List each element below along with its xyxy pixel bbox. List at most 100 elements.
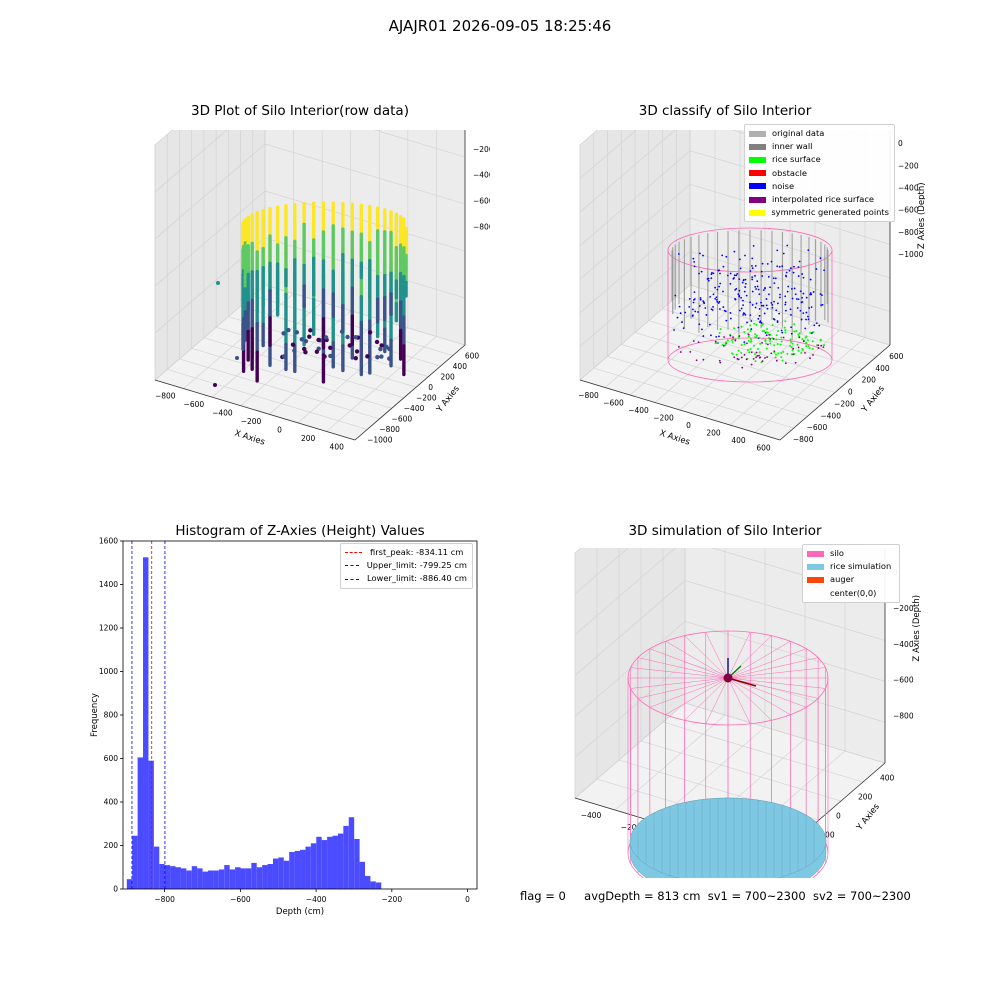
x-axis-label: X Axies bbox=[658, 428, 691, 447]
noise-point bbox=[698, 323, 701, 326]
noise-point bbox=[756, 280, 759, 283]
histogram-bar bbox=[245, 868, 252, 889]
grid-line-z bbox=[154, 284, 466, 381]
interpolated-point bbox=[755, 351, 758, 354]
rice-surface-point bbox=[747, 335, 750, 338]
status-avg-depth: avgDepth = 813 cm bbox=[584, 889, 701, 903]
outlier-point bbox=[216, 281, 220, 285]
silo-roof-wire bbox=[705, 677, 729, 724]
bottom-point bbox=[375, 355, 380, 360]
panel4-title: 3D simulation of Silo Interior bbox=[628, 523, 822, 539]
rice-surface-point bbox=[759, 342, 762, 345]
y-tick-label: −800 bbox=[379, 425, 400, 434]
rice-surface-point bbox=[725, 341, 728, 344]
rice-surface-point bbox=[746, 328, 749, 331]
rice-surface-point bbox=[763, 330, 766, 333]
rice-surface-point bbox=[746, 349, 749, 352]
noise-point bbox=[719, 272, 721, 275]
histogram-bar bbox=[332, 835, 338, 889]
noise-point bbox=[805, 318, 808, 321]
noise-point bbox=[755, 288, 758, 290]
rice-surface-point bbox=[809, 331, 812, 334]
histogram-bar bbox=[126, 879, 133, 889]
y-tick-label: −200 bbox=[834, 399, 855, 408]
rice-surface-point bbox=[804, 342, 807, 345]
noise-point bbox=[679, 312, 682, 315]
noise-point bbox=[706, 278, 709, 280]
silo-roof-wire bbox=[727, 677, 807, 708]
z-tick-label: −400 bbox=[473, 171, 490, 180]
rice-surface-point bbox=[764, 339, 767, 342]
noise-point bbox=[688, 297, 691, 300]
histogram-bar bbox=[164, 865, 171, 889]
noise-point bbox=[751, 265, 753, 267]
noise-point bbox=[722, 306, 725, 308]
noise-point bbox=[797, 266, 800, 269]
noise-point bbox=[741, 281, 744, 284]
x-tick-label: −800 bbox=[578, 391, 599, 400]
x-tick-label: 200 bbox=[706, 428, 721, 437]
noise-point bbox=[775, 309, 778, 312]
histogram-bar bbox=[278, 857, 284, 889]
grid-line-z bbox=[154, 143, 466, 240]
noise-point bbox=[741, 299, 744, 302]
noise-point bbox=[735, 274, 738, 277]
noise-point bbox=[807, 249, 810, 252]
bottom-point bbox=[345, 334, 350, 340]
noise-point bbox=[673, 329, 675, 331]
x-tick-label: −600 bbox=[603, 398, 624, 407]
noise-point bbox=[718, 285, 720, 288]
noise-point bbox=[821, 303, 824, 306]
noise-point bbox=[729, 282, 732, 285]
noise-point bbox=[772, 317, 775, 320]
noise-point bbox=[800, 301, 803, 304]
rice-surface-point bbox=[743, 330, 746, 333]
bottom-point bbox=[286, 327, 291, 333]
interpolated-point bbox=[750, 363, 753, 366]
silo-roof-wire bbox=[637, 657, 729, 679]
noise-point bbox=[815, 322, 818, 325]
bottom-point bbox=[374, 339, 380, 345]
silo-roof-wire bbox=[665, 641, 729, 679]
legend-entry: rice surface bbox=[749, 153, 889, 166]
silo-roof-wire bbox=[649, 677, 729, 708]
noise-point bbox=[802, 292, 805, 295]
y-tick-label: 200 bbox=[104, 841, 119, 850]
x-tick-label: 0 bbox=[686, 421, 691, 430]
noise-point bbox=[701, 328, 703, 331]
silo-roof-wire bbox=[637, 677, 729, 699]
noise-point bbox=[809, 278, 812, 281]
x-axis-line bbox=[154, 379, 356, 441]
histogram-bar bbox=[316, 836, 322, 889]
legend-line bbox=[345, 552, 362, 554]
noise-point bbox=[705, 314, 708, 316]
noise-point bbox=[769, 286, 771, 289]
y-tick-label: −200 bbox=[416, 394, 437, 403]
histogram-bar bbox=[365, 875, 371, 889]
interpolated-point bbox=[734, 339, 737, 342]
silo-roof-wire bbox=[630, 677, 729, 689]
bottom-point bbox=[353, 334, 358, 340]
bottom-point bbox=[354, 349, 360, 354]
interpolated-point bbox=[792, 353, 795, 356]
interpolated-point bbox=[758, 356, 761, 359]
grid-line-z bbox=[154, 237, 466, 334]
rice-surface-point bbox=[796, 343, 799, 346]
z-tick-label: −200 bbox=[473, 145, 490, 154]
interpolated-point bbox=[745, 358, 748, 361]
bottom-point bbox=[365, 354, 370, 359]
interpolated-point bbox=[770, 352, 773, 355]
noise-point bbox=[790, 332, 793, 335]
rice-surface-point bbox=[731, 341, 734, 344]
interpolated-point bbox=[797, 346, 800, 349]
bottom-point bbox=[379, 354, 384, 359]
rice-surface-point bbox=[765, 347, 768, 350]
silo-roof-wire bbox=[727, 677, 819, 699]
noise-point bbox=[784, 301, 787, 304]
noise-point bbox=[767, 275, 770, 278]
rice-surface-point bbox=[776, 343, 779, 346]
legend-label: Lower_limit: -886.40 cm bbox=[367, 573, 467, 584]
interpolated-point bbox=[775, 359, 778, 362]
rice-surface-point bbox=[793, 330, 796, 333]
y-tick-label: 800 bbox=[104, 711, 119, 720]
